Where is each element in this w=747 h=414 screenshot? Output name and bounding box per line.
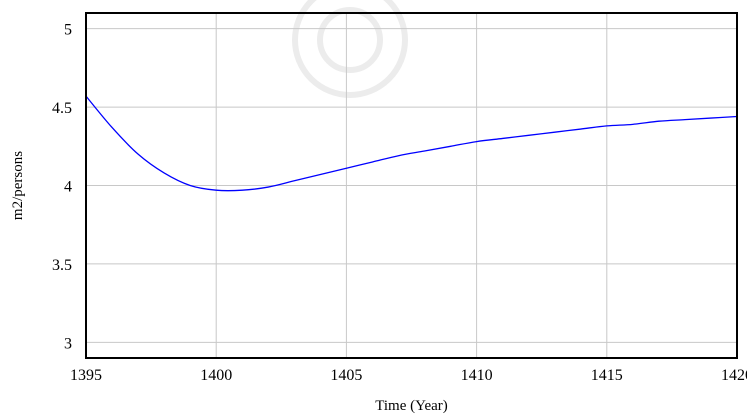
y-tick-label: 4 <box>64 179 72 196</box>
y-tick-label: 5 <box>64 22 72 39</box>
x-axis-title: Time (Year) <box>375 398 448 414</box>
x-tick-label: 1420 <box>721 367 747 384</box>
x-tick-label: 1410 <box>461 367 493 384</box>
grid <box>86 13 737 358</box>
x-tick-labels: 1395 1400 1405 1410 1415 1420 <box>70 367 747 384</box>
x-tick-label: 1395 <box>70 367 102 384</box>
watermark-logo <box>292 0 408 98</box>
y-axis-title: m2/persons <box>10 151 26 220</box>
y-tick-label: 4.5 <box>52 100 72 117</box>
series-line-0 <box>85 95 738 192</box>
x-tick-label: 1400 <box>200 367 232 384</box>
x-tick-label: 1415 <box>591 367 623 384</box>
y-tick-labels: 3 3.5 4 4.5 5 <box>52 22 72 353</box>
y-tick-label: 3.5 <box>52 257 72 274</box>
x-tick-label: 1405 <box>330 367 362 384</box>
series-layer <box>85 95 738 192</box>
plot-frame <box>85 12 738 359</box>
y-tick-label: 3 <box>64 335 72 352</box>
